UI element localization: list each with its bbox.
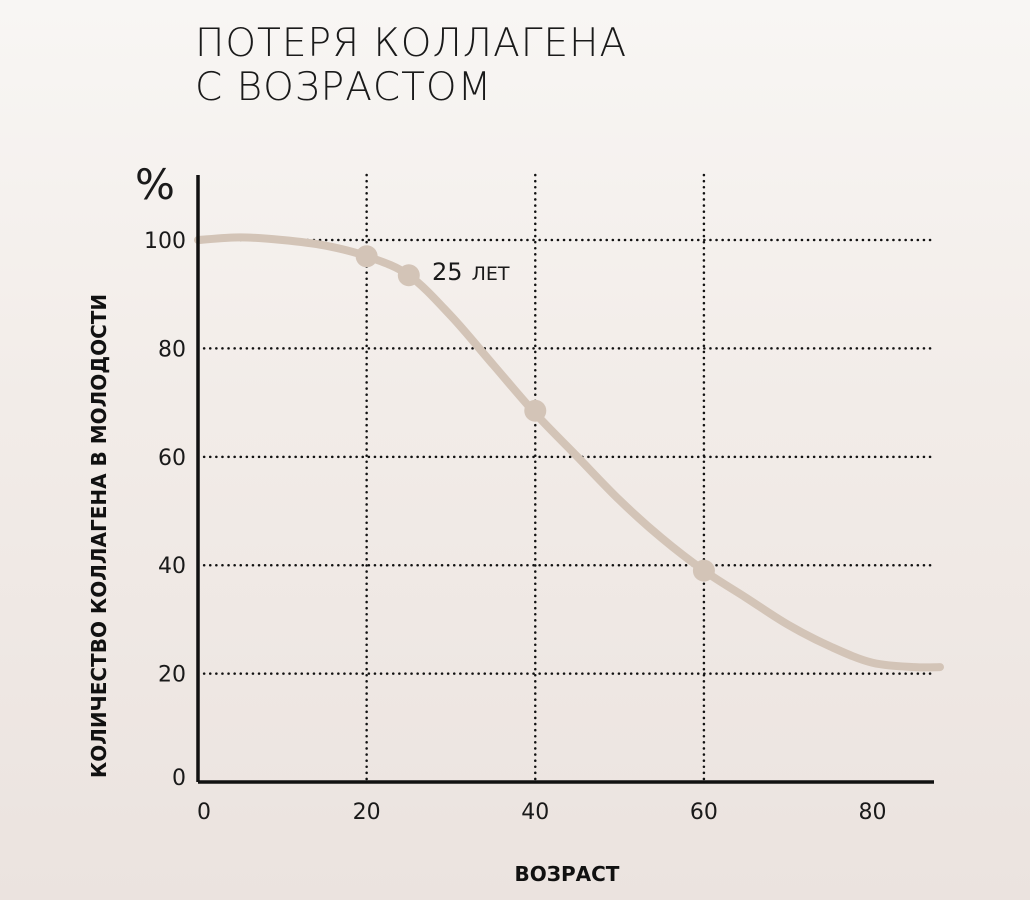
- axes: [196, 175, 934, 784]
- x-tick-label: 0: [197, 800, 211, 825]
- data-point: [397, 264, 420, 287]
- data-points: [355, 245, 715, 582]
- data-point: [692, 559, 715, 582]
- x-tick-label: 20: [353, 800, 381, 825]
- data-point: [355, 245, 378, 268]
- x-tick-label: 80: [859, 800, 887, 825]
- y-axis-label: КОЛИЧЕСТВО КОЛЛАГЕНА В МОЛОДОСТИ: [87, 294, 111, 778]
- data-point: [524, 399, 547, 422]
- x-tick-label: 40: [521, 800, 549, 825]
- chart-title: ПОТЕРЯ КОЛЛАГЕНА С ВОЗРАСТОМ: [195, 22, 627, 110]
- y-tick-label: 20: [158, 663, 186, 688]
- title-line-1: ПОТЕРЯ КОЛЛАГЕНА: [195, 21, 628, 66]
- grid: [196, 173, 935, 784]
- y-tick-label: 60: [158, 446, 186, 471]
- series-line: [194, 233, 944, 672]
- tick-labels: 0 20 40 60 80 0 20 40 60 80 100: [144, 229, 887, 825]
- curve-layer: [194, 233, 944, 672]
- x-tick-label: 60: [690, 800, 718, 825]
- x-axis-label: ВОЗРАСТ: [515, 862, 620, 886]
- age-annotation-number: 25: [432, 258, 463, 286]
- title-line-2: С ВОЗРАСТОМ: [195, 65, 493, 110]
- y-unit-label: %: [135, 160, 175, 209]
- y-tick-label: 80: [158, 337, 186, 362]
- y-tick-label: 0: [172, 766, 186, 791]
- age-annotation-unit: ЛЕТ: [472, 263, 510, 285]
- age-annotation: 25 ЛЕТ: [432, 258, 510, 286]
- y-tick-label: 40: [158, 554, 186, 579]
- y-tick-label: 100: [144, 229, 186, 254]
